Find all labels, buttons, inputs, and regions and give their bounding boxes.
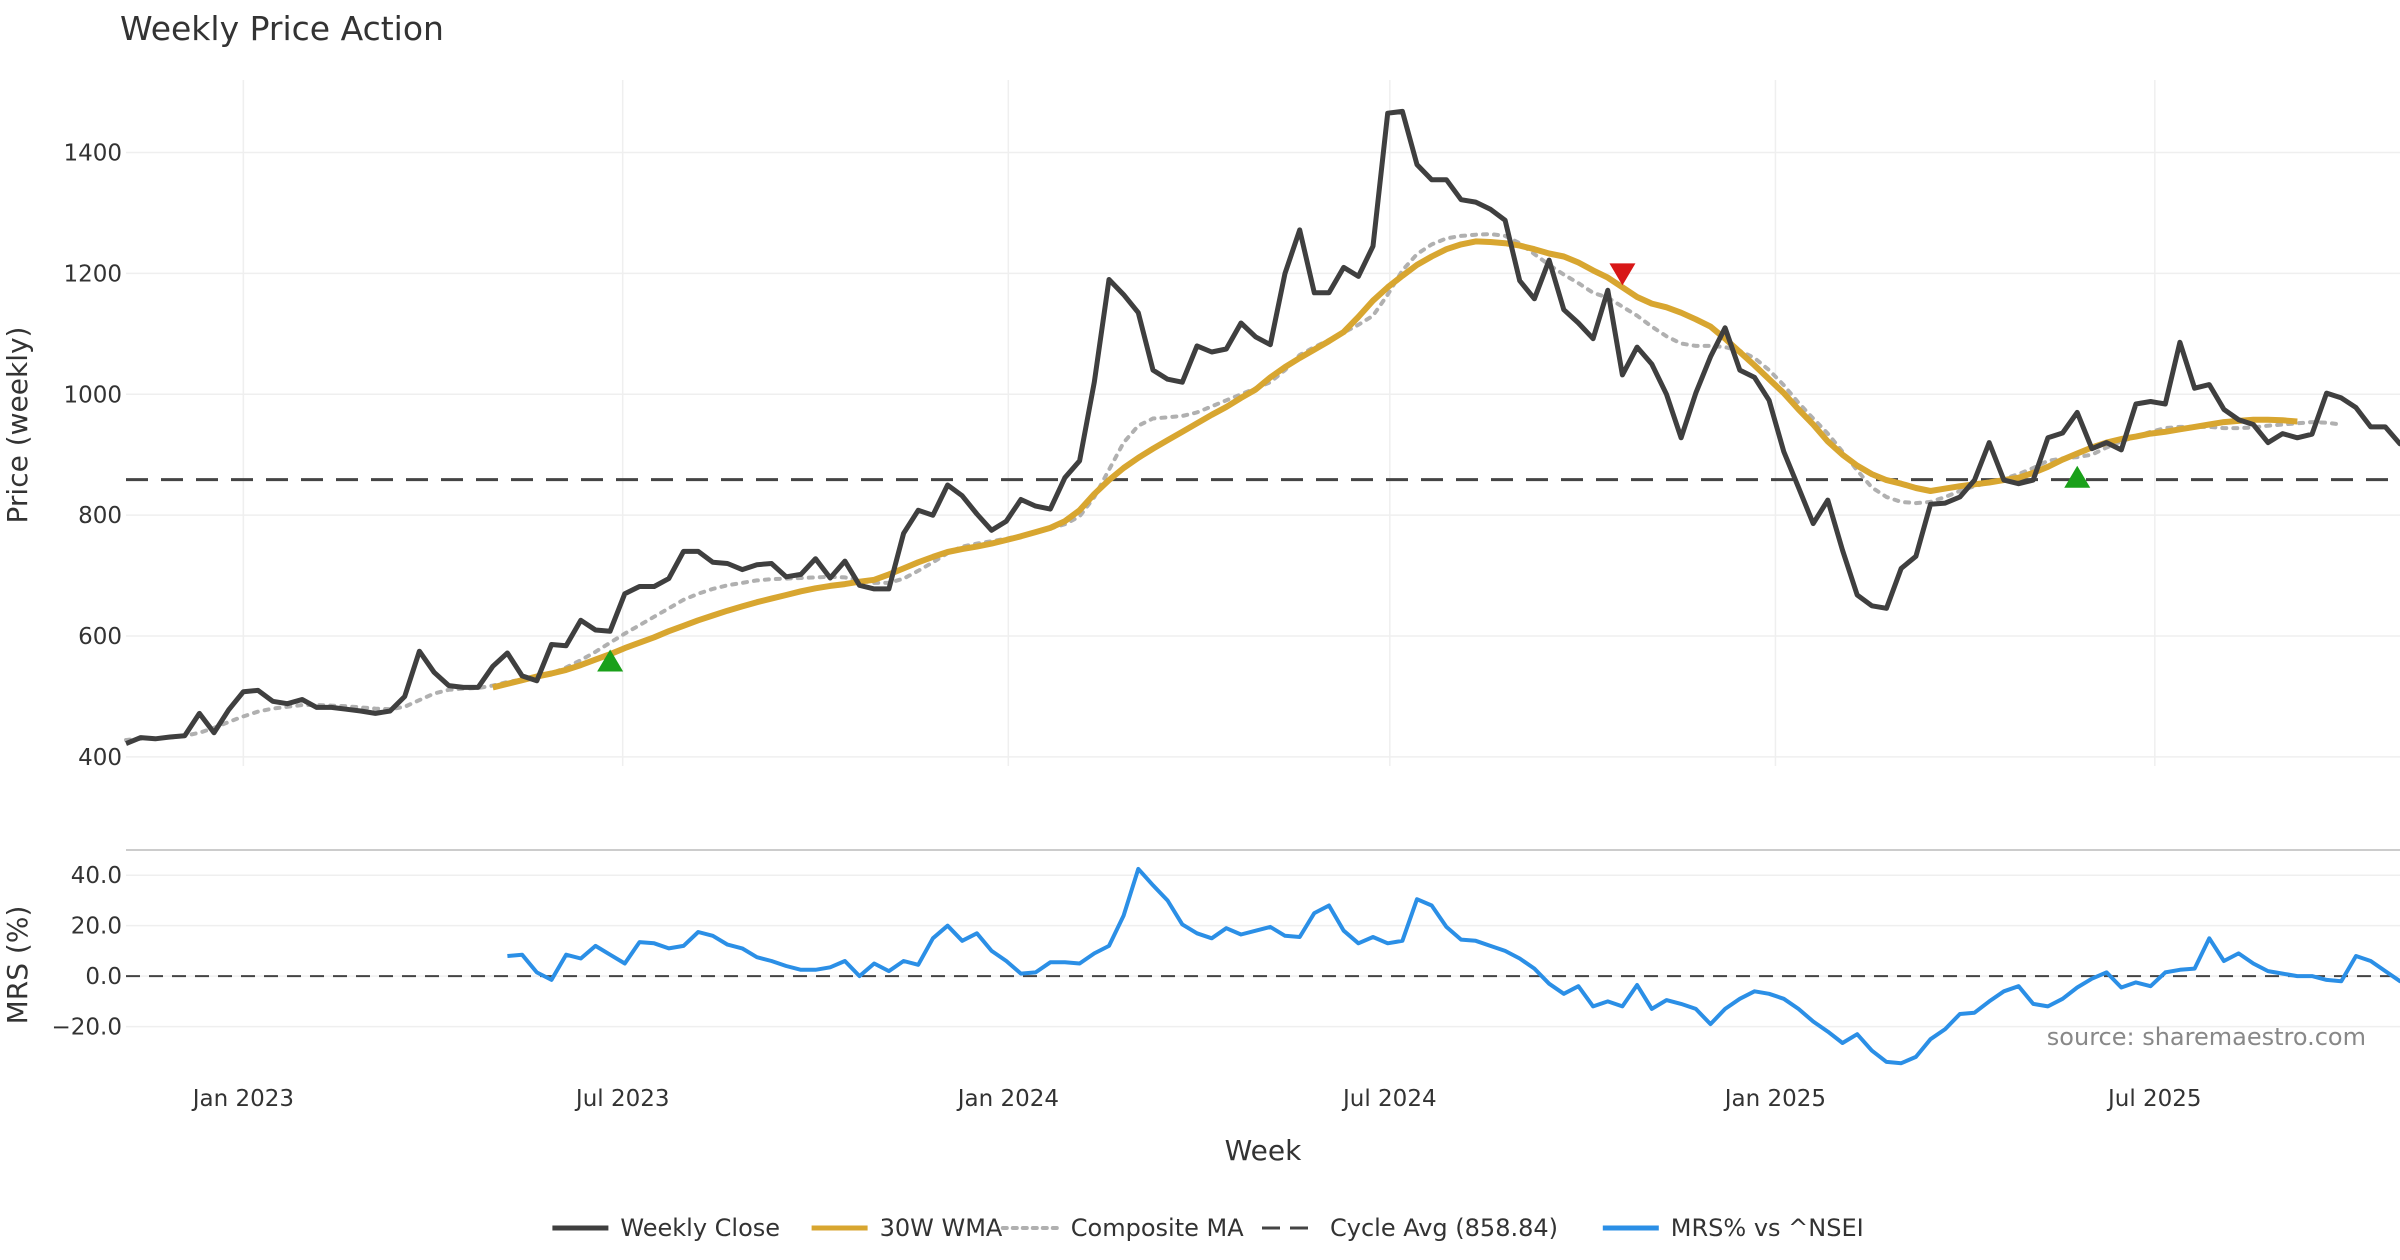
legend: Weekly Close 30W WMA Composite MA Cycle Avg…	[552, 1214, 1864, 1242]
price-grid	[126, 151, 2400, 758]
price-y-axis-label: Price (weekly)	[1, 327, 34, 524]
x-tick-label: Jul 2024	[1341, 1086, 1437, 1112]
weekly-close-line	[125, 108, 2400, 746]
buy-signal-marker	[2064, 465, 2091, 488]
mrs-y-tick-label: 40.0	[71, 863, 122, 889]
legend-label: 30W WMA	[880, 1214, 1003, 1242]
x-tick-label: Jan 2024	[956, 1086, 1059, 1112]
buy-signal-marker	[597, 649, 624, 672]
legend-label: Cycle Avg (858.84)	[1330, 1214, 1558, 1242]
mrs-y-tick-label: 20.0	[71, 914, 122, 940]
x-tick-label: Jul 2025	[2106, 1086, 2202, 1112]
x-tick-label: Jan 2023	[191, 1086, 294, 1112]
wma-30w-line	[492, 238, 2298, 691]
mrs-y-ticks: 40.0 20.0 0.0 −20.0	[52, 863, 122, 1040]
mrs-y-tick-label: −20.0	[52, 1015, 122, 1041]
legend-label: Weekly Close	[620, 1214, 780, 1242]
legend-label: MRS% vs ^NSEI	[1671, 1214, 1864, 1242]
legend-label: Composite MA	[1071, 1214, 1244, 1242]
sell-signal-marker	[1609, 263, 1636, 286]
chart-title: Weekly Price Action	[120, 9, 444, 48]
mrs-y-tick-label: 0.0	[85, 964, 122, 990]
price-y-tick-label: 400	[78, 745, 122, 771]
price-y-tick-label: 600	[78, 624, 122, 650]
x-tick-label: Jul 2023	[574, 1086, 670, 1112]
price-y-tick-label: 1200	[63, 261, 122, 287]
mrs-line	[507, 866, 2400, 1066]
x-ticks: Jan 2023 Jul 2023 Jan 2024 Jul 2024 Jan 2025…	[191, 1086, 2202, 1112]
x-tick-label: Jan 2025	[1723, 1086, 1826, 1112]
x-axis-label: Week	[1225, 1134, 1302, 1167]
price-y-tick-label: 1400	[63, 141, 122, 167]
price-y-tick-label: 1000	[63, 382, 122, 408]
source-note: source: sharemaestro.com	[2047, 1023, 2366, 1051]
price-y-ticks: 400 600 800 1000 1200 1400	[63, 141, 122, 771]
signal-markers	[597, 263, 2091, 672]
price-y-tick-label: 800	[78, 503, 122, 529]
mrs-y-axis-label: MRS (%)	[1, 906, 34, 1025]
